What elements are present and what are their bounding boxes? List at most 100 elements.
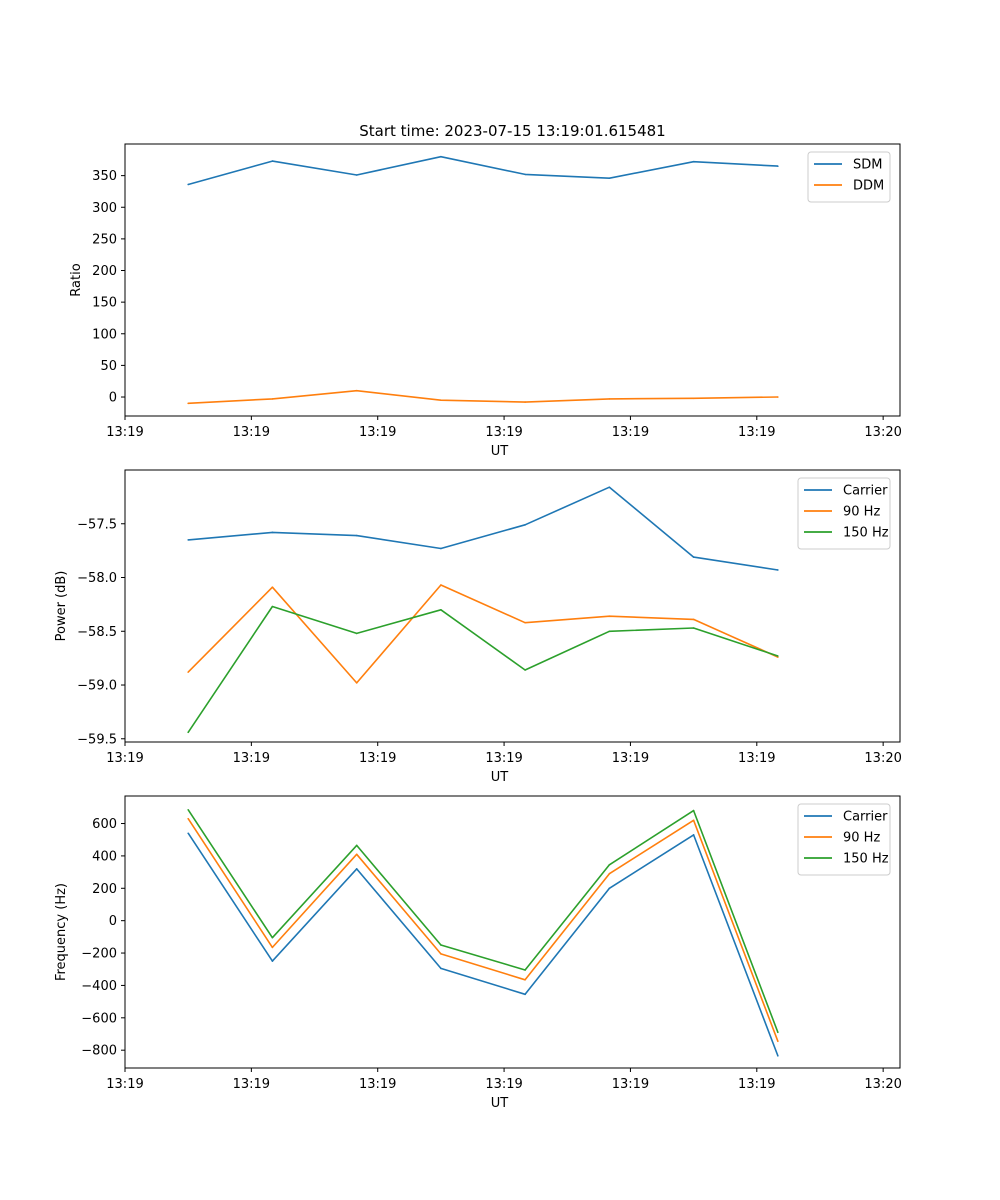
data-point: [608, 630, 611, 633]
x-tick-label: 13:20: [864, 1077, 901, 1092]
data-point: [524, 524, 526, 526]
x-tick-label: 13:19: [612, 425, 649, 440]
legend-label: 150 Hz: [843, 852, 889, 867]
series-line-carrier: [188, 486, 779, 571]
data-point: [187, 402, 189, 405]
data-point: [692, 160, 695, 163]
series-line-ddm: [188, 389, 778, 405]
x-tick-label: 13:19: [485, 425, 522, 440]
data-point: [355, 853, 358, 856]
data-point: [355, 174, 358, 176]
data-point: [355, 534, 358, 537]
x-tick-label: 13:19: [233, 751, 270, 766]
data-point: [692, 627, 695, 629]
x-tick-label: 13:19: [485, 1077, 522, 1092]
x-tick-label: 13:19: [106, 751, 143, 766]
data-point: [608, 398, 611, 400]
y-tick-label: 200: [92, 882, 117, 897]
data-point: [271, 531, 274, 534]
x-tick-label: 13:20: [864, 425, 901, 440]
y-tick-label: −58.0: [77, 571, 117, 586]
data-point: [271, 605, 274, 608]
x-tick-label: 13:19: [106, 425, 143, 440]
data-point: [271, 398, 274, 400]
data-point: [440, 967, 442, 970]
data-point: [187, 731, 189, 734]
data-point: [440, 155, 442, 158]
data-point: [524, 173, 526, 176]
power-panel: 13:19 13:19 13:19 13:19 13:19 13:19 13:20 −59.5…: [54, 469, 902, 785]
data-point: [440, 584, 442, 586]
data-point: [187, 671, 189, 673]
data-point: [692, 397, 695, 400]
frequency-panel: 13:19 13:19 13:19 13:19 13:19 13:19 13:20 −800 −…: [54, 795, 902, 1111]
y-tick-label: 150: [92, 296, 117, 311]
x-tick-label: 13:19: [359, 751, 396, 766]
data-point: [777, 1055, 779, 1057]
data-point: [777, 1031, 779, 1034]
data-point: [440, 608, 442, 611]
x-axis-label: UT: [491, 770, 509, 785]
x-tick-label: 13:19: [738, 425, 775, 440]
y-tick-label: 400: [92, 849, 117, 864]
y-tick-label: −200: [81, 947, 117, 962]
data-point: [187, 817, 189, 820]
data-point: [187, 808, 189, 811]
x-axis-label: UT: [491, 444, 509, 459]
x-tick-label: 13:19: [738, 1077, 775, 1092]
y-tick-label: −800: [81, 1044, 117, 1059]
x-tick-label: 13:19: [612, 751, 649, 766]
data-point: [777, 569, 779, 571]
legend-label: 90 Hz: [843, 505, 880, 520]
legend: Carrier 90 Hz 150 Hz: [797, 803, 891, 876]
y-axis-label: Frequency (Hz): [54, 883, 69, 981]
data-point: [524, 401, 526, 403]
data-point: [692, 834, 695, 836]
data-point: [777, 165, 779, 167]
data-point: [524, 669, 526, 671]
data-point: [355, 868, 358, 870]
y-tick-label: −58.5: [77, 625, 117, 640]
y-tick-label: 350: [92, 169, 117, 184]
data-point: [271, 960, 274, 962]
series-line-carrier: [187, 832, 779, 1057]
y-axis-label: Power (dB): [54, 571, 69, 642]
series-line-90-hz: [187, 584, 779, 684]
y-tick-label: −57.5: [77, 517, 117, 532]
data-point: [187, 539, 189, 541]
data-point: [271, 586, 274, 588]
x-tick-label: 13:19: [612, 1077, 649, 1092]
x-tick-label: 13:19: [359, 425, 396, 440]
data-point: [692, 618, 695, 621]
data-point: [692, 819, 695, 822]
axes-frame: [124, 469, 901, 743]
data-point: [692, 556, 695, 558]
data-point: [440, 547, 442, 550]
y-tick-label: 0: [109, 391, 117, 406]
data-point: [355, 389, 358, 392]
series-line-150-hz: [187, 605, 779, 733]
x-tick-label: 13:19: [738, 751, 775, 766]
legend-label: Carrier: [843, 810, 888, 825]
y-tick-label: 200: [92, 264, 117, 279]
legend-label: 150 Hz: [843, 526, 889, 541]
data-point: [440, 953, 442, 955]
data-point: [440, 399, 442, 401]
x-tick-label: 13:19: [233, 425, 270, 440]
y-tick-label: −59.0: [77, 679, 117, 694]
y-tick-label: −400: [81, 979, 117, 994]
series-line-sdm: [187, 155, 778, 186]
x-tick-label: 13:19: [485, 751, 522, 766]
y-tick-label: −600: [81, 1011, 117, 1026]
data-point: [777, 396, 779, 398]
data-point: [777, 1040, 779, 1043]
data-point: [524, 978, 526, 981]
data-point: [608, 486, 611, 489]
x-tick-label: 13:20: [864, 751, 901, 766]
series-line-90-hz: [187, 818, 779, 1042]
data-point: [608, 872, 611, 875]
data-point: [271, 946, 274, 949]
y-tick-label: 600: [92, 817, 117, 832]
data-point: [692, 809, 695, 812]
